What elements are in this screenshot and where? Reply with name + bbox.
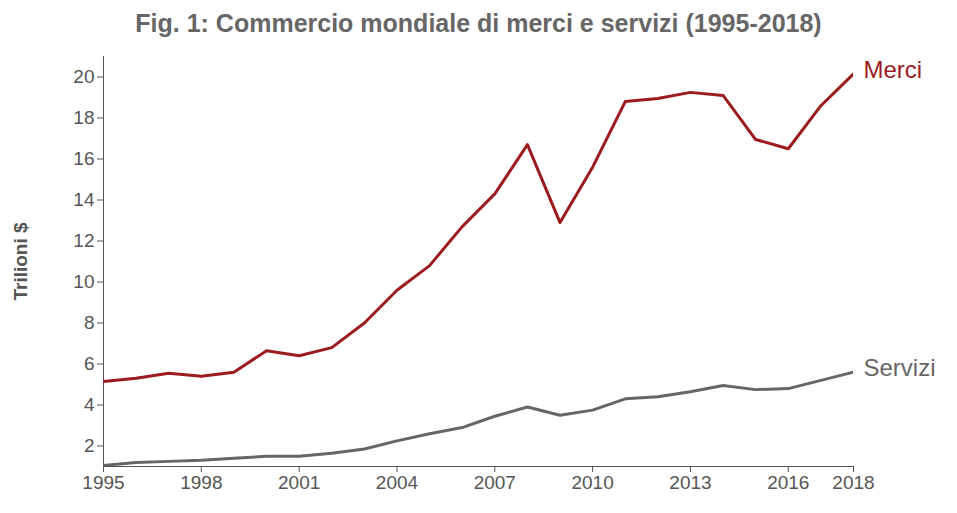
- svg-text:Servizi: Servizi: [864, 354, 936, 381]
- svg-text:20: 20: [73, 66, 94, 87]
- svg-text:18: 18: [73, 107, 94, 128]
- svg-text:2013: 2013: [669, 472, 711, 493]
- svg-text:1995: 1995: [82, 472, 124, 493]
- html-text:Fig. 1: Commercio mondiale di: Fig. 1: Commercio mondiale di merci e se…: [135, 9, 822, 37]
- svg-text:Trilioni $: Trilioni $: [10, 222, 31, 301]
- svg-text:16: 16: [73, 148, 94, 169]
- svg-text:10: 10: [73, 271, 94, 292]
- svg-text:Merci: Merci: [864, 56, 923, 83]
- svg-text:2001: 2001: [278, 472, 320, 493]
- svg-text:2010: 2010: [571, 472, 613, 493]
- svg-text:2007: 2007: [474, 472, 516, 493]
- svg-text:4: 4: [84, 394, 95, 415]
- svg-text:2016: 2016: [767, 472, 809, 493]
- svg-text:1998: 1998: [180, 472, 222, 493]
- svg-text:14: 14: [73, 189, 95, 210]
- svg-text:2004: 2004: [376, 472, 419, 493]
- svg-text:2018: 2018: [832, 472, 874, 493]
- svg-text:8: 8: [84, 312, 95, 333]
- svg-text:2: 2: [84, 435, 95, 456]
- svg-text:12: 12: [73, 230, 94, 251]
- svg-text:6: 6: [84, 353, 95, 374]
